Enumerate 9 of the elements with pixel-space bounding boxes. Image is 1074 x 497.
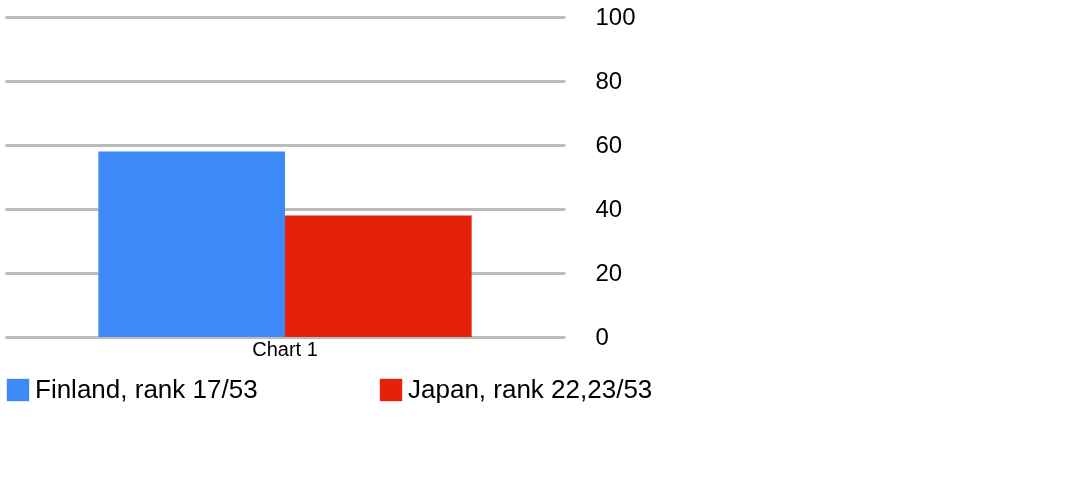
legend-label: Finland, rank 17/53	[35, 374, 258, 404]
y-tick-label: 40	[595, 194, 623, 222]
legend-label: Japan, rank 22,23/53	[408, 374, 653, 404]
x-tick-label: Chart 1	[252, 337, 318, 360]
y-tick-label: 0	[595, 322, 609, 350]
y-tick-label: 20	[595, 258, 623, 286]
y-tick-label: 60	[595, 130, 623, 158]
y-tick-label: 80	[595, 66, 623, 94]
y-tick-label: 100	[595, 2, 636, 30]
